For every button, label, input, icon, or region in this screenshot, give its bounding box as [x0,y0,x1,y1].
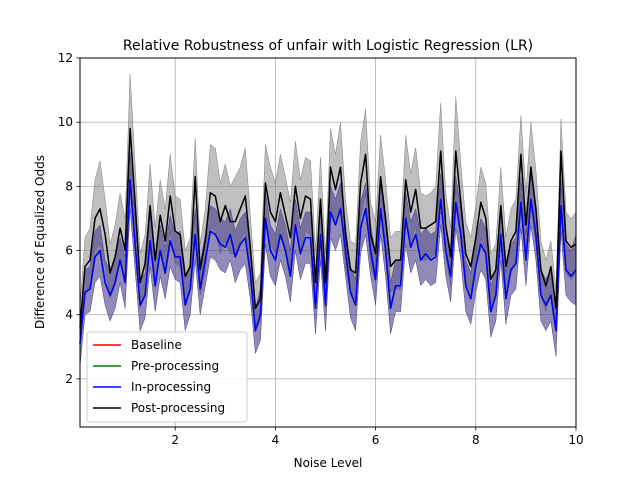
x-tick-label: 6 [372,433,380,447]
y-axis-label: Difference of Equalized Odds [33,155,47,329]
y-tick-label: 4 [65,308,73,322]
series-line-post-processing [79,127,577,328]
x-tick-label: 2 [171,433,179,447]
plot-frame [79,57,577,428]
legend: Baseline Pre-processing In-processing Post-… [86,331,248,423]
y-tick-label: 10 [58,115,73,129]
legend-label: Post-processing [131,401,225,415]
legend-box [86,331,248,423]
y-tick-label: 6 [65,244,73,258]
legend-label: In-processing [131,380,211,394]
y-tick-label: 2 [65,372,73,386]
x-tick-label: 8 [472,433,480,447]
chart-title: Relative Robustness of unfair with Logis… [123,38,533,54]
x-tick-label: 10 [568,433,583,447]
legend-label: Pre-processing [131,359,219,373]
series-lines [79,127,577,344]
legend-label: Baseline [131,338,182,352]
x-tick-label: 4 [272,433,280,447]
y-tick-label: 8 [65,179,73,193]
axis-ticks: 2 4 6 8 10 2 4 6 8 10 12 [58,51,584,447]
y-tick-label: 12 [58,51,73,65]
x-axis-label: Noise Level [294,456,363,470]
series-line-in-processing [79,179,577,344]
